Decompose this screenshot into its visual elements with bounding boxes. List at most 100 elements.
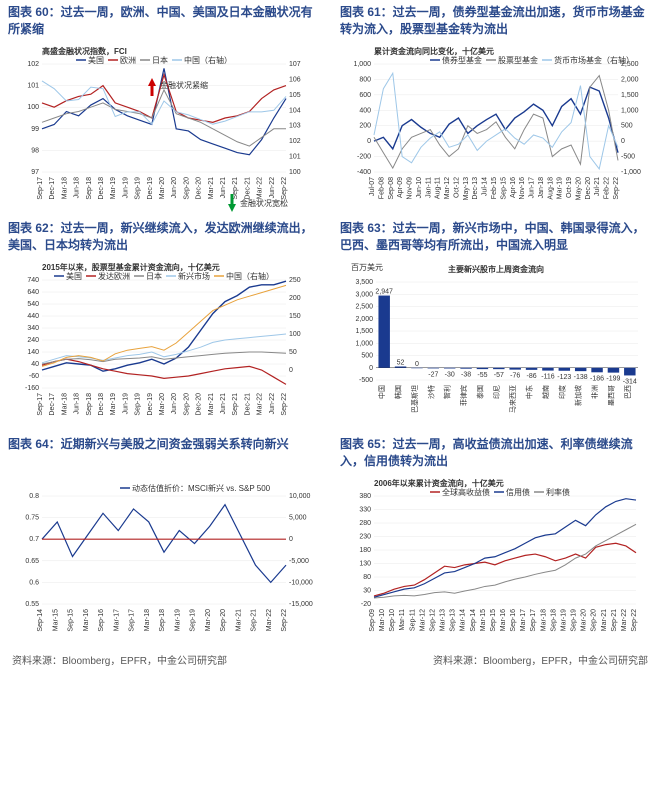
svg-text:Mar-15: Mar-15	[480, 609, 487, 631]
svg-text:30: 30	[363, 588, 371, 595]
svg-text:-400: -400	[357, 169, 371, 176]
svg-text:99: 99	[31, 126, 39, 133]
svg-text:150: 150	[289, 313, 301, 320]
svg-text:2006年以来累计资金流向，十亿美元: 2006年以来累计资金流向，十亿美元	[374, 478, 504, 488]
svg-text:Mar-13: Mar-13	[440, 609, 447, 631]
svg-text:-199: -199	[606, 376, 620, 383]
svg-text:新加坡: 新加坡	[574, 385, 583, 406]
svg-text:Mar-19: Mar-19	[557, 177, 564, 199]
svg-text:-160: -160	[25, 385, 39, 392]
svg-text:Mar-16: Mar-16	[83, 609, 90, 631]
svg-text:Nov-09: Nov-09	[407, 177, 414, 200]
svg-text:540: 540	[27, 301, 39, 308]
svg-text:104: 104	[289, 107, 301, 114]
svg-text:Sep-16: Sep-16	[510, 609, 517, 632]
svg-text:Sep-19: Sep-19	[135, 393, 142, 416]
svg-text:Sep-20: Sep-20	[183, 393, 190, 416]
svg-text:Sep-19: Sep-19	[135, 177, 142, 200]
svg-text:Mar-14: Mar-14	[460, 609, 467, 631]
svg-text:340: 340	[27, 325, 39, 332]
svg-text:-86: -86	[527, 373, 537, 380]
svg-text:-116: -116	[541, 374, 555, 381]
svg-text:-186: -186	[590, 375, 604, 382]
svg-text:-138: -138	[574, 374, 588, 381]
svg-text:主要新兴股市上周资金流向: 主要新兴股市上周资金流向	[448, 264, 544, 274]
svg-text:100: 100	[289, 331, 301, 338]
svg-text:Sep-16: Sep-16	[98, 609, 105, 632]
svg-text:Mar-21: Mar-21	[208, 177, 215, 199]
svg-text:100: 100	[289, 169, 301, 176]
svg-text:印尼: 印尼	[493, 385, 501, 399]
svg-text:3,500: 3,500	[355, 279, 373, 286]
svg-text:Jan-18: Jan-18	[538, 177, 545, 199]
svg-text:Feb-22: Feb-22	[604, 177, 611, 199]
svg-text:Sep-15: Sep-15	[500, 177, 507, 200]
svg-text:250: 250	[289, 277, 301, 284]
svg-text:墨西哥: 墨西哥	[607, 385, 615, 406]
svg-text:-200: -200	[357, 154, 371, 161]
svg-text:Sep-12: Sep-12	[429, 609, 436, 632]
svg-text:Mar-19: Mar-19	[560, 609, 567, 631]
svg-text:Jul-07: Jul-07	[369, 177, 376, 196]
chart-61: 图表 61：过去一周，债券型基金流出加速，货币市场基金转为流入，股票型基金转为流…	[340, 4, 652, 212]
svg-text:Sep-09: Sep-09	[369, 609, 376, 632]
svg-text:May-13: May-13	[463, 177, 470, 200]
svg-text:1,000: 1,000	[355, 340, 373, 347]
chart-63-title: 图表 63：过去一周，新兴市场中，中国、韩国录得流入，巴西、墨西哥等均有所流出，…	[340, 220, 652, 254]
svg-text:动态估值折价：MSCI新兴 vs. S&P 500: 动态估值折价：MSCI新兴 vs. S&P 500	[132, 483, 271, 493]
svg-text:1,500: 1,500	[355, 328, 373, 335]
svg-text:Sep-17: Sep-17	[129, 609, 136, 632]
svg-text:103: 103	[289, 123, 301, 130]
svg-text:Dec-21: Dec-21	[244, 177, 251, 200]
svg-text:0.75: 0.75	[25, 515, 39, 522]
svg-text:280: 280	[359, 520, 371, 527]
svg-text:Sep-18: Sep-18	[550, 609, 557, 632]
svg-text:美国: 美国	[88, 55, 104, 65]
svg-text:Sep-22: Sep-22	[281, 177, 288, 200]
svg-text:Mar-20: Mar-20	[581, 609, 588, 631]
svg-text:非洲: 非洲	[590, 385, 599, 399]
svg-text:Mar-19: Mar-19	[110, 177, 117, 199]
svg-text:Sep-17: Sep-17	[37, 393, 44, 416]
source-right: 资料来源：Bloomberg，EPFR，中金公司研究部	[433, 652, 648, 667]
svg-text:巴基斯坦: 巴基斯坦	[410, 385, 419, 413]
svg-text:Apr-16: Apr-16	[510, 177, 517, 198]
svg-text:Sep-19: Sep-19	[190, 609, 197, 632]
svg-text:Mar-21: Mar-21	[208, 393, 215, 415]
svg-text:Dec-18: Dec-18	[98, 393, 105, 416]
svg-text:Sep-19: Sep-19	[571, 609, 578, 632]
svg-text:230: 230	[359, 534, 371, 541]
svg-text:Jul-21: Jul-21	[594, 177, 601, 196]
svg-text:越南: 越南	[541, 385, 550, 399]
svg-text:Mar-19: Mar-19	[110, 393, 117, 415]
svg-text:-1,000: -1,000	[621, 169, 641, 176]
source-row-1: 资料来源：Bloomberg，EPFR，中金公司研究部 资料来源：Bloombe…	[8, 652, 652, 671]
svg-text:Aug-11: Aug-11	[435, 177, 442, 199]
svg-text:Sep-22: Sep-22	[613, 177, 620, 200]
svg-text:Dec-13: Dec-13	[472, 177, 479, 200]
svg-text:Mar-20: Mar-20	[159, 177, 166, 199]
svg-text:-20: -20	[361, 601, 371, 608]
svg-text:2015年以来，股票型基金累计资金流向，十亿美元: 2015年以来，股票型基金累计资金流向，十亿美元	[42, 262, 220, 272]
svg-text:-76: -76	[510, 373, 520, 380]
svg-text:400: 400	[359, 107, 371, 114]
svg-text:Jan-11: Jan-11	[425, 177, 432, 198]
svg-text:600: 600	[359, 92, 371, 99]
chart-62: 图表 62：过去一周，新兴继续流入，发达欧洲继续流出，美国、日本均转为流出 -1…	[8, 220, 320, 428]
svg-text:52: 52	[397, 359, 405, 366]
svg-text:Mar-20: Mar-20	[205, 609, 212, 631]
svg-text:Mar-21: Mar-21	[235, 609, 242, 631]
svg-text:Dec-20: Dec-20	[585, 177, 592, 200]
svg-text:-5,000: -5,000	[289, 558, 309, 565]
svg-text:500: 500	[361, 353, 373, 360]
svg-text:140: 140	[27, 349, 39, 356]
svg-text:全球高收益债: 全球高收益债	[442, 487, 490, 497]
svg-text:沙特: 沙特	[426, 385, 435, 399]
svg-text:-60: -60	[29, 373, 39, 380]
svg-text:Dec-19: Dec-19	[147, 177, 154, 200]
svg-text:130: 130	[359, 561, 371, 568]
svg-text:Jun-20: Jun-20	[171, 393, 178, 415]
svg-text:200: 200	[359, 123, 371, 130]
chart-61-title: 图表 61：过去一周，债券型基金流出加速，货币市场基金转为流入，股票型基金转为流…	[340, 4, 652, 38]
svg-text:债券型基金: 债券型基金	[442, 55, 482, 65]
